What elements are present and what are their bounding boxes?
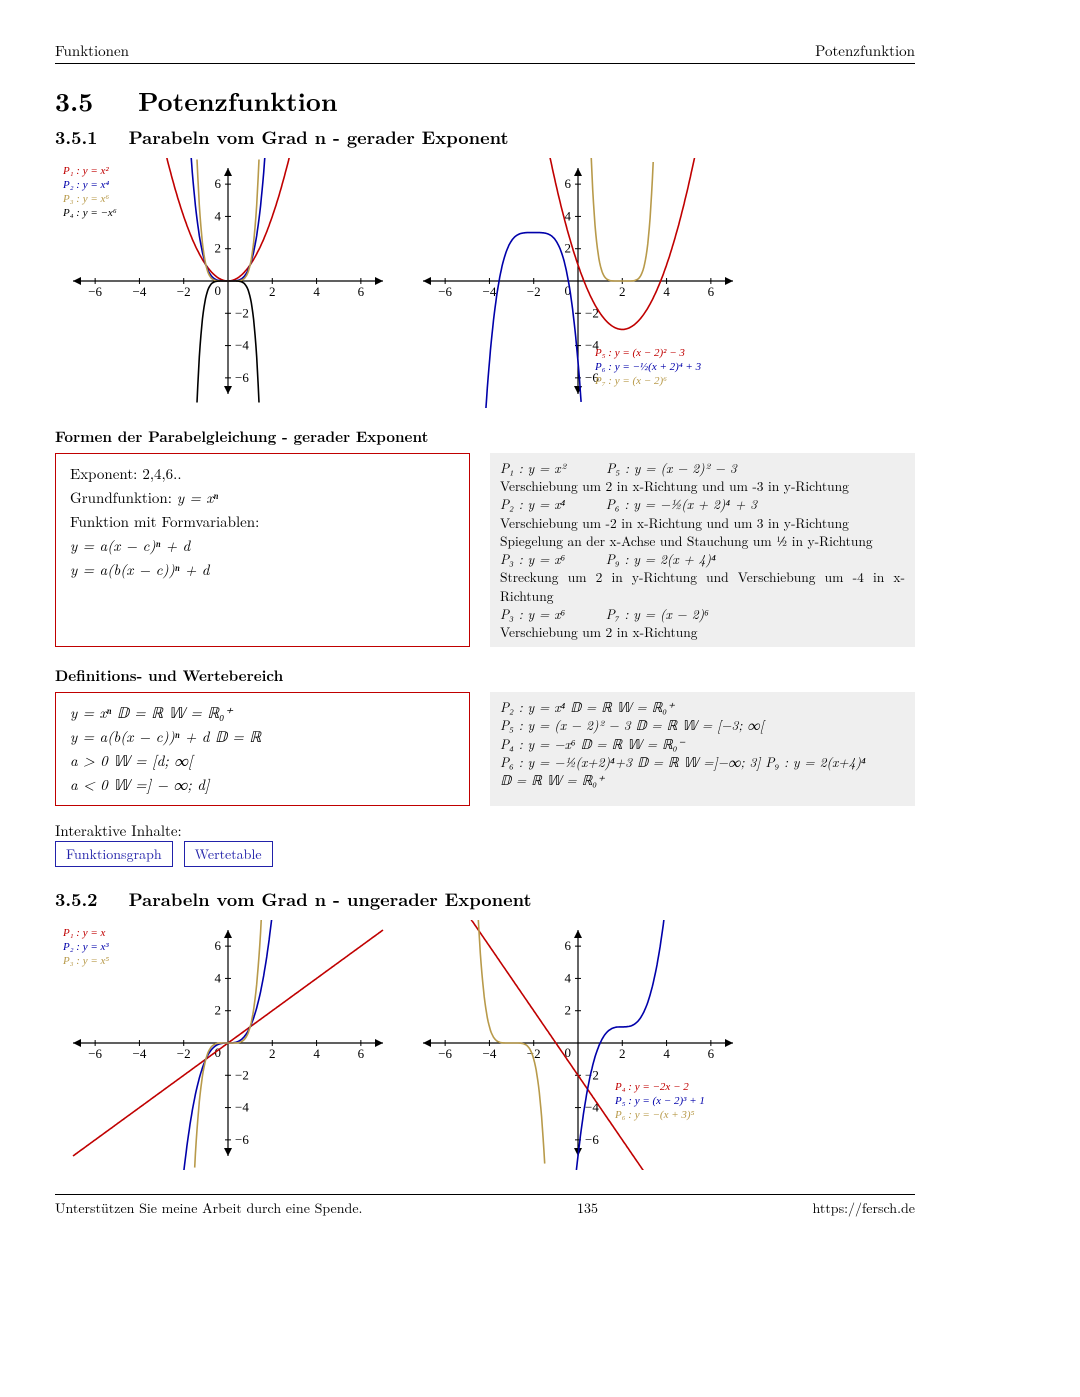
svg-text:2: 2 [619, 284, 626, 299]
section-title: 3.5 Potenzfunktion [55, 82, 915, 119]
svg-text:−4: −4 [235, 338, 249, 353]
svg-text:P₁ : y = x: P₁ : y = x [62, 927, 106, 939]
svg-text:P₇ : y = (x − 2)⁶: P₇ : y = (x − 2)⁶ [594, 375, 667, 387]
svg-text:2: 2 [565, 241, 572, 256]
footer-page: 135 [577, 1198, 598, 1218]
footer-left: Unterstützen Sie meine Arbeit durch eine… [55, 1198, 362, 1218]
svg-text:P₄ : y = −x⁶: P₄ : y = −x⁶ [62, 207, 117, 219]
page-footer: Unterstützen Sie meine Arbeit durch eine… [55, 1194, 915, 1218]
svg-text:−6: −6 [585, 1132, 599, 1147]
interactive-row: Interaktive Inhalte: Funktionsgraph Wert… [55, 820, 915, 867]
greybox-formen: P₁ : y = x² P₅ : y = (x − 2)² − 3 Versch… [490, 453, 915, 647]
svg-text:4: 4 [313, 284, 320, 299]
svg-text:6: 6 [565, 938, 572, 953]
svg-text:−6: −6 [88, 1046, 102, 1061]
chart-C: −6−4−2246−6−4−22460P₁ : y = xP₂ : y = x³… [55, 920, 395, 1170]
svg-text:−2: −2 [235, 305, 249, 320]
svg-text:P₃ : y = x⁶: P₃ : y = x⁶ [62, 193, 109, 205]
svg-text:−2: −2 [527, 284, 541, 299]
svg-text:4: 4 [663, 1046, 670, 1061]
svg-text:6: 6 [215, 938, 222, 953]
row-defwert: y = xⁿ 𝔻 = ℝ 𝕎 = ℝ₀⁺ y = a(b(x − c))ⁿ + … [55, 692, 915, 806]
header-right: Potenzfunktion [815, 40, 915, 61]
svg-text:2: 2 [215, 1003, 222, 1018]
svg-text:P₆ : y = −(x + 3)⁵: P₆ : y = −(x + 3)⁵ [614, 1109, 695, 1121]
svg-text:P₅ : y = (x − 2)³ + 1: P₅ : y = (x − 2)³ + 1 [614, 1095, 705, 1107]
svg-text:6: 6 [708, 284, 715, 299]
svg-text:2: 2 [269, 1046, 276, 1061]
svg-text:4: 4 [663, 284, 670, 299]
svg-text:P₄ : y = −2x − 2: P₄ : y = −2x − 2 [614, 1081, 689, 1093]
header-left: Funktionen [55, 40, 129, 61]
redbox-formen: Exponent: 2,4,6.. Grundfunktion: y = xⁿ … [55, 453, 470, 647]
svg-text:6: 6 [215, 176, 222, 191]
svg-text:6: 6 [565, 176, 572, 191]
svg-text:6: 6 [708, 1046, 715, 1061]
heading-formen: Formen der Parabelgleichung - gerader Ex… [55, 426, 915, 447]
chart-A: −6 −4 −2 2 4 6 −6 −4 −2 2 4 6 0 P₁ : y = x² P₂ : y = x… [55, 158, 395, 408]
svg-text:−6: −6 [88, 284, 102, 299]
svg-text:2: 2 [565, 1003, 572, 1018]
svg-text:−4: −4 [133, 1046, 147, 1061]
svg-text:−4: −4 [483, 1046, 497, 1061]
svg-text:−4: −4 [483, 284, 497, 299]
svg-text:−4: −4 [133, 284, 147, 299]
svg-text:−6: −6 [438, 1046, 452, 1061]
svg-text:−2: −2 [177, 1046, 191, 1061]
subsection-1: 3.5.1 Parabeln vom Grad n - gerader Expo… [55, 125, 915, 150]
svg-text:4: 4 [313, 1046, 320, 1061]
svg-text:6: 6 [358, 1046, 365, 1061]
svg-text:−2: −2 [177, 284, 191, 299]
svg-text:P₅ : y = (x − 2)² − 3: P₅ : y = (x − 2)² − 3 [594, 347, 685, 359]
subsection-2: 3.5.2 Parabeln vom Grad n - ungerader Ex… [55, 887, 915, 912]
svg-text:P₂ : y = x⁴: P₂ : y = x⁴ [62, 179, 109, 191]
svg-text:2: 2 [215, 241, 222, 256]
svg-text:P₆ : y = −½(x + 2)⁴ + 3: P₆ : y = −½(x + 2)⁴ + 3 [594, 361, 702, 373]
chart-B: −6−4−2246−6−4−22460P₅ : y = (x − 2)² − 3… [405, 158, 745, 408]
svg-text:P₂ : y = x³: P₂ : y = x³ [62, 941, 109, 953]
svg-text:P₃ : y = x⁵: P₃ : y = x⁵ [62, 955, 109, 967]
row-formen: Exponent: 2,4,6.. Grundfunktion: y = xⁿ … [55, 453, 915, 647]
svg-text:−4: −4 [585, 1100, 599, 1115]
footer-right: https://fersch.de [813, 1198, 915, 1218]
svg-text:2: 2 [269, 284, 276, 299]
svg-text:−4: −4 [235, 1100, 249, 1115]
svg-text:4: 4 [215, 208, 222, 223]
svg-text:−6: −6 [235, 1132, 249, 1147]
svg-text:−2: −2 [235, 1067, 249, 1082]
link-wertetable[interactable]: Wertetable [184, 841, 273, 867]
svg-text:P₁ : y = x²: P₁ : y = x² [62, 165, 109, 177]
charts-row-even: −6 −4 −2 2 4 6 −6 −4 −2 2 4 6 0 P₁ : y = x² P₂ : y = x… [55, 158, 915, 408]
svg-text:−6: −6 [438, 284, 452, 299]
redbox-defwert: y = xⁿ 𝔻 = ℝ 𝕎 = ℝ₀⁺ y = a(b(x − c))ⁿ + … [55, 692, 470, 806]
svg-text:4: 4 [565, 971, 572, 986]
page-header: Funktionen Potenzfunktion [55, 40, 915, 64]
svg-text:2: 2 [619, 1046, 626, 1061]
svg-text:6: 6 [358, 284, 365, 299]
svg-text:0: 0 [215, 283, 222, 298]
svg-text:−6: −6 [235, 370, 249, 385]
svg-text:4: 4 [215, 971, 222, 986]
heading-defwert: Definitions- und Wertebereich [55, 665, 915, 686]
chart-D: −6−4−2246−6−4−22460P₄ : y = −2x − 2P₅ : … [405, 920, 745, 1170]
charts-row-odd: −6−4−2246−6−4−22460P₁ : y = xP₂ : y = x³… [55, 920, 915, 1170]
link-funktionsgraph[interactable]: Funktionsgraph [55, 841, 173, 867]
greybox-defwert: P₂ : y = x⁴ 𝔻 = ℝ 𝕎 = ℝ₀⁺ P₅ : y = (x − … [490, 692, 915, 806]
